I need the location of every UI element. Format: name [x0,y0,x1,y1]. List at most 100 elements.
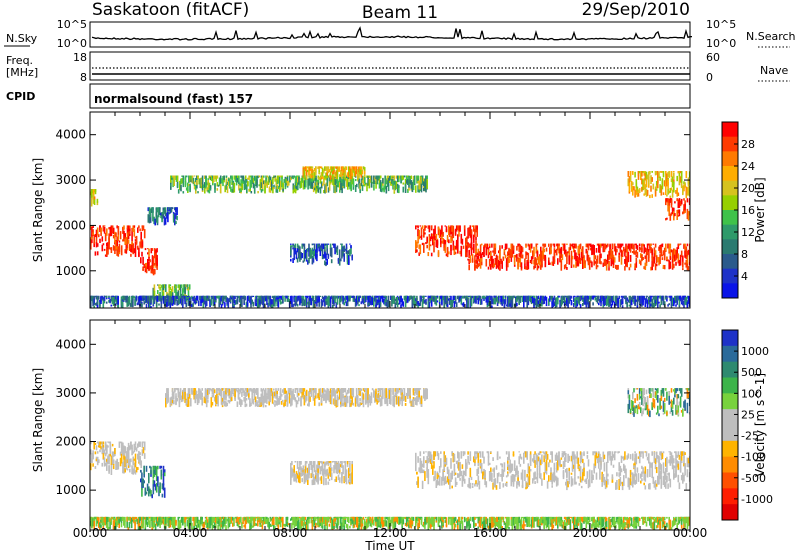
power-mark [577,295,580,298]
power-mark [529,259,532,264]
power-mark [175,295,177,299]
power-mark [134,236,137,239]
power-mark [352,167,355,173]
velocity-mark [296,400,299,405]
power-mark [299,246,301,254]
power-mark [201,182,204,191]
power-mark [595,295,598,297]
power-mark [175,298,177,301]
power-mark [633,295,635,298]
power-mark [358,304,360,307]
velocity-mark [303,388,306,392]
velocity-mark [124,468,126,473]
power-mark [445,253,448,257]
power-mark [543,254,545,261]
power-mark [374,180,376,184]
power-mark [657,179,659,189]
power-mark [662,264,665,269]
power-mark [351,177,354,185]
power-mark [542,301,544,304]
power-mark [686,208,689,220]
velocity-mark [265,388,267,395]
power-mark [293,245,295,251]
power-mark [385,186,388,193]
power-mark [219,175,222,181]
velocity-mark [390,388,392,395]
power-mark [393,175,396,181]
power-mark [151,255,154,262]
power-mark [610,249,613,259]
velocity-mark [245,398,248,401]
power-mark [494,243,497,255]
power-mark [541,250,543,260]
power-mark [449,297,451,304]
velocity-mark [253,388,256,400]
velocity-mark [338,388,341,391]
power-mark [384,300,386,304]
power-mark [599,254,601,263]
power-mark [325,301,327,305]
power-mark [168,207,170,211]
power-mark [394,188,397,191]
power-mark [405,295,408,304]
power-mark [320,166,323,169]
power-mark [360,301,363,305]
power-mark [294,303,297,306]
power-mark [311,166,314,169]
power-mark [540,251,542,261]
power-mark [145,295,148,303]
velocity-mark [426,456,428,466]
power-mark [574,243,576,248]
velocity-mark [160,469,163,477]
velocity-mark [131,448,133,456]
power-mark [574,298,576,306]
power-mark [337,295,340,299]
velocity-mark [341,388,343,395]
power-mark [198,300,200,307]
velocity-mark [342,388,344,391]
power-mark [465,237,467,247]
power-mark [266,181,268,188]
power-mark [127,225,130,232]
power-mark [329,180,332,183]
velocity-mark [413,392,416,396]
power-mark [536,251,539,258]
power-mark [303,243,306,249]
power-mark [167,207,169,212]
power-mark [302,260,305,263]
power-mark [317,184,320,189]
velocity-mark [384,390,386,403]
velocity-mark [278,396,281,404]
power-mark [96,251,99,256]
velocity-mark [429,456,432,464]
power-mark [312,296,315,299]
power-mark [341,295,343,301]
power-mark [112,296,115,306]
power-mark [630,186,633,190]
power-mark [319,175,322,184]
power-mark [307,295,309,299]
velocity-mark [426,388,428,400]
power-mark [129,228,131,232]
power-mark [419,295,422,304]
power-mark [653,297,656,305]
power-mark [671,189,674,198]
velocity-mark [120,454,123,464]
velocity-mark [415,389,417,394]
power-mark [187,184,189,192]
velocity-mark [329,388,332,394]
power-mark [321,243,324,250]
power-mark [180,178,182,185]
velocity-mark [315,475,317,479]
velocity-mark [258,404,260,407]
power-mark [509,249,511,258]
velocity-mark [151,494,153,499]
power-mark [423,242,425,253]
power-mark [634,295,636,298]
power-mark [403,298,406,301]
power-mark [453,295,456,301]
power-mark [600,243,602,248]
power-mark [409,295,411,299]
velocity-mark [290,477,292,485]
velocity-mark [403,392,406,401]
